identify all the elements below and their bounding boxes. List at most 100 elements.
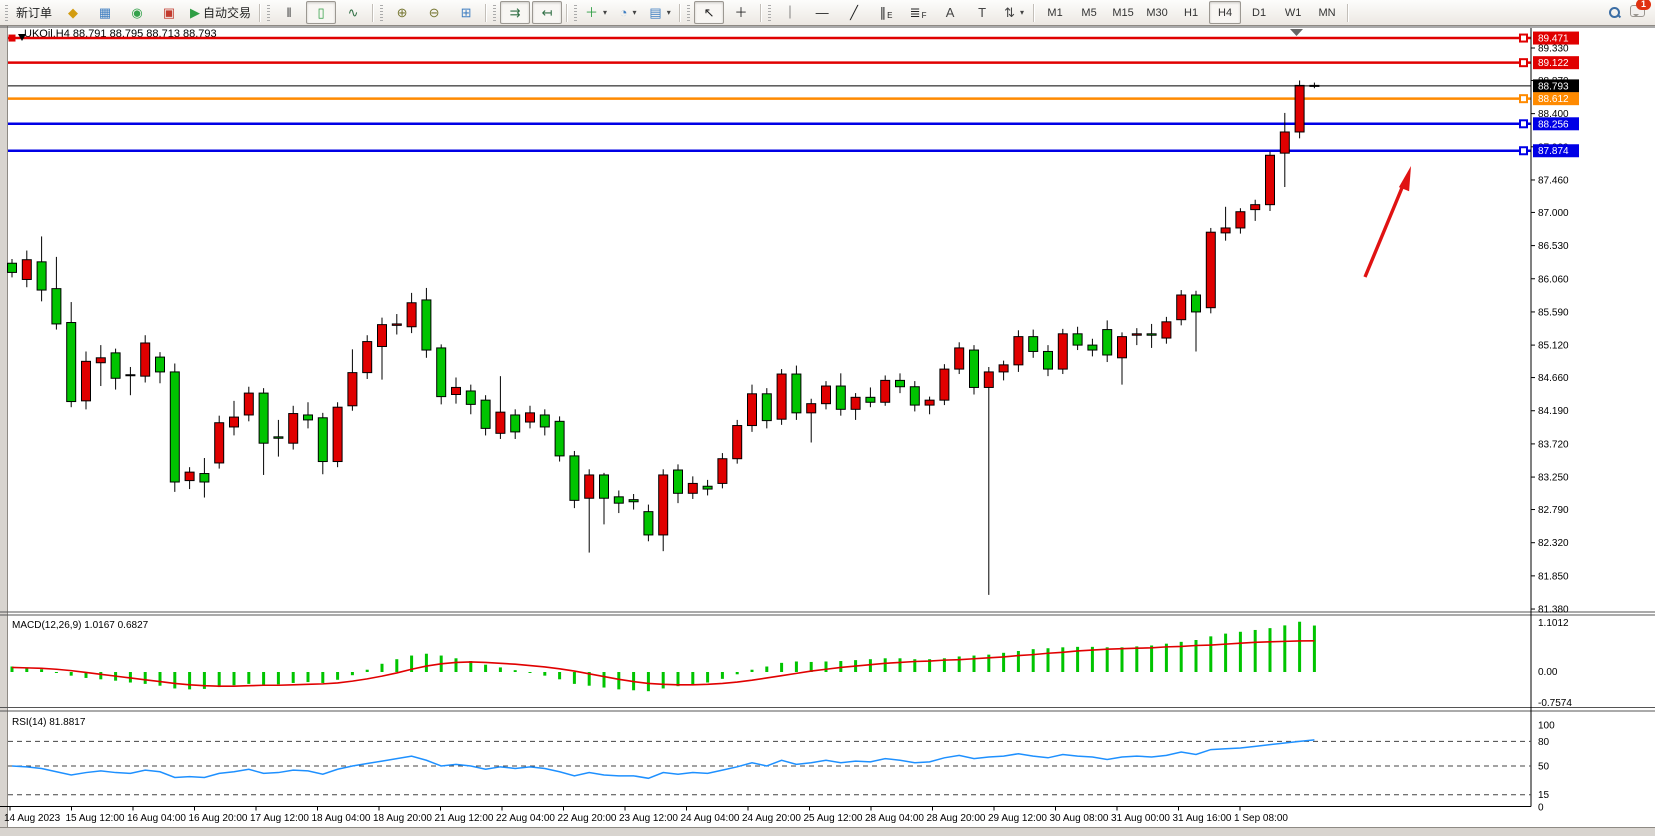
macd-bar bbox=[942, 658, 946, 672]
macd-bar bbox=[1135, 646, 1139, 672]
line-chart-button[interactable]: ∿ bbox=[338, 1, 368, 24]
dropdown-arrow-icon: ▾ bbox=[666, 8, 671, 17]
periods-button[interactable]: ◔ ▾ bbox=[613, 1, 643, 24]
timeframe-m30[interactable]: M30 bbox=[1146, 6, 1168, 19]
timeframe-m1[interactable]: M1 bbox=[1047, 6, 1063, 19]
candle bbox=[347, 372, 358, 407]
time-tick-label: 14 Aug 2023 bbox=[4, 813, 61, 824]
zoom-in-button[interactable]: ⊕ bbox=[387, 1, 417, 24]
timeframe-h1[interactable]: H1 bbox=[1184, 6, 1199, 19]
hlines-layer[interactable] bbox=[8, 33, 1531, 156]
candle bbox=[495, 411, 506, 434]
arrows-button[interactable]: ⇅ ▾ bbox=[999, 1, 1029, 24]
cursor-button[interactable]: ↖ bbox=[694, 1, 725, 24]
tile-windows-icon: ⊞ bbox=[460, 5, 472, 20]
macd-bar bbox=[424, 653, 428, 672]
vertical-line-button[interactable]: ｜ bbox=[775, 1, 805, 24]
price-tick-label: 84.190 bbox=[1538, 406, 1569, 417]
macd-bar bbox=[750, 669, 754, 672]
timeframe-d1[interactable]: D1 bbox=[1252, 6, 1267, 19]
macd-bar bbox=[898, 658, 902, 672]
candle bbox=[924, 399, 935, 406]
macd-bar bbox=[706, 672, 710, 683]
price-badge bbox=[1533, 31, 1579, 45]
candle bbox=[1294, 84, 1305, 133]
toolbar-separator bbox=[372, 3, 375, 22]
notifications-button[interactable]: 1 bbox=[1630, 0, 1651, 22]
price-chart[interactable]: UKOil,H4 88.791 88.795 88.713 88.79389.3… bbox=[0, 26, 1655, 836]
rsi-line bbox=[11, 739, 1315, 780]
bar-chart-button[interactable]: ‖ bbox=[274, 1, 304, 24]
text-label-button[interactable]: T bbox=[967, 1, 997, 24]
candle bbox=[1131, 333, 1142, 336]
resistance-line-2-handle[interactable] bbox=[1519, 58, 1528, 68]
search-button[interactable] bbox=[1599, 1, 1629, 24]
gold-icon[interactable]: ◆ bbox=[58, 1, 88, 24]
timeframe-m15[interactable]: M15 bbox=[1112, 6, 1134, 19]
channel-button[interactable]: ∥ E bbox=[871, 1, 901, 24]
fibonacci-button[interactable]: ≣ F bbox=[903, 1, 933, 24]
candle bbox=[36, 261, 47, 291]
arrow-annotation[interactable] bbox=[1363, 166, 1411, 278]
autotrading-button[interactable]: ▶ 自动交易 bbox=[186, 1, 255, 24]
candle bbox=[110, 352, 121, 379]
new-order-button[interactable]: 新订单 bbox=[12, 1, 56, 24]
rsi-scale-label: 15 bbox=[1538, 790, 1550, 801]
auto-scroll-button[interactable]: ⇉ bbox=[500, 1, 531, 24]
support-line-2-handle[interactable] bbox=[1519, 146, 1528, 156]
text-button[interactable]: A bbox=[935, 1, 965, 24]
toolbar-grip bbox=[687, 4, 691, 21]
trendline-button[interactable]: ╱ bbox=[839, 1, 869, 24]
charts-window-icon[interactable]: ▦ bbox=[90, 1, 120, 24]
timeframe-mn[interactable]: MN bbox=[1318, 6, 1336, 19]
time-scale[interactable]: 14 Aug 2023 15 Aug 12:00 16 Aug 04:00 16 Au… bbox=[0, 806, 1531, 825]
tile-windows-button[interactable]: ⊞ bbox=[451, 1, 481, 24]
candle bbox=[51, 288, 62, 325]
price-badge-label: 87.874 bbox=[1538, 146, 1569, 157]
macd-bar bbox=[395, 659, 399, 672]
navigator-icon[interactable]: ▣ bbox=[154, 1, 184, 24]
crosshair-button[interactable]: ＋ bbox=[726, 1, 756, 24]
price-scale[interactable]: 89.33088.87088.40087.93087.46087.00086.5… bbox=[1530, 28, 1579, 807]
horizontal-line-button[interactable]: — bbox=[807, 1, 837, 24]
resistance-line-1-left-handle[interactable] bbox=[8, 34, 16, 42]
time-tick-label: 15 Aug 12:00 bbox=[66, 813, 125, 824]
templates-button[interactable]: ▤ ▾ bbox=[645, 1, 675, 24]
chart-shift-button[interactable]: ↤ bbox=[532, 1, 563, 24]
macd-bar bbox=[1298, 621, 1302, 672]
macd-bar bbox=[410, 655, 414, 672]
timeframe-h4[interactable]: H4 bbox=[1209, 1, 1242, 24]
toolbar-separator bbox=[1033, 3, 1036, 22]
marketwatch-icon[interactable]: ◉ bbox=[122, 1, 152, 24]
macd-bar bbox=[883, 658, 887, 672]
timeframe-m5[interactable]: M5 bbox=[1081, 6, 1097, 19]
time-tick-label: 24 Aug 20:00 bbox=[742, 813, 801, 824]
indicators-icon: ＋ bbox=[585, 5, 599, 20]
price-badge-label: 89.471 bbox=[1538, 34, 1569, 45]
resistance-line-1-handle[interactable] bbox=[1519, 33, 1528, 43]
auto-scroll-icon: ⇉ bbox=[509, 5, 521, 20]
candlestick-chart-button[interactable]: ▯ bbox=[306, 1, 337, 24]
candle bbox=[451, 386, 461, 395]
macd-bar bbox=[809, 661, 813, 672]
rsi-panel: RSI(14) 81.8817 100 80 50 15 0 bbox=[8, 717, 1555, 814]
indicators-button[interactable]: ＋ ▾ bbox=[581, 1, 611, 24]
level-line-orange-handle[interactable] bbox=[1519, 94, 1528, 104]
price-tick-label: 85.590 bbox=[1538, 307, 1569, 318]
timeframe-w1[interactable]: W1 bbox=[1284, 6, 1302, 19]
dropdown-arrow-icon: ▾ bbox=[632, 8, 637, 17]
macd-bar bbox=[1312, 625, 1316, 672]
zoom-out-button[interactable]: ⊖ bbox=[419, 1, 449, 24]
price-badge bbox=[1533, 56, 1579, 70]
tool-sub-label: F bbox=[921, 11, 927, 20]
time-tick-label: 31 Aug 00:00 bbox=[1111, 813, 1170, 824]
price-tick-label: 81.380 bbox=[1538, 605, 1569, 616]
candlestick-chart-icon: ▯ bbox=[317, 5, 325, 20]
chart-shift-marker-icon[interactable] bbox=[1290, 29, 1303, 36]
candle bbox=[835, 385, 846, 410]
support-line-1-handle[interactable] bbox=[1519, 119, 1528, 129]
candle bbox=[391, 323, 402, 326]
candle bbox=[332, 406, 343, 463]
macd-bar bbox=[572, 672, 576, 684]
candle bbox=[1176, 294, 1187, 321]
